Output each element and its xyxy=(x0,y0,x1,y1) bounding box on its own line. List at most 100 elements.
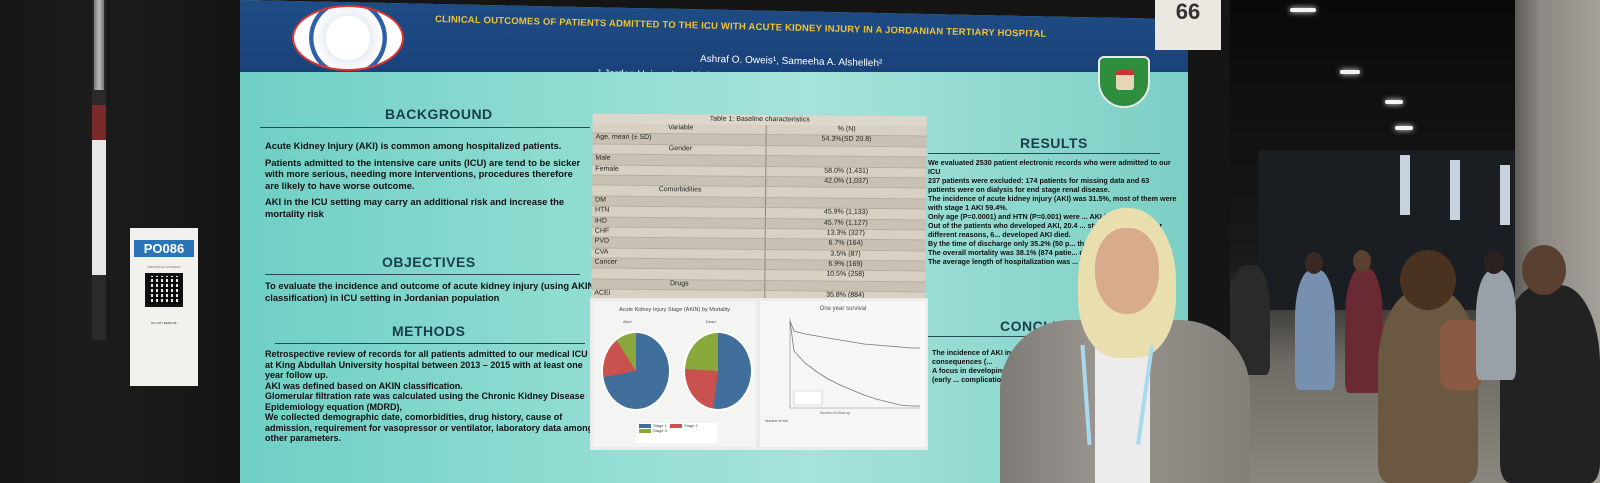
hanging-banner xyxy=(1400,155,1410,215)
table-cell: Male xyxy=(592,154,767,166)
ceiling-light-icon xyxy=(1385,100,1403,104)
divider xyxy=(265,274,580,275)
results-para: 237 patients were excluded: 174 patients… xyxy=(928,176,1150,194)
poster-authors: Ashraf O. Oweis¹, Sameeha A. Alshelleh² xyxy=(699,53,883,70)
objectives-heading: OBJECTIVES xyxy=(382,254,476,270)
backpack-icon xyxy=(1440,320,1482,390)
background-para: AKI in the ICU setting may carry an addi… xyxy=(265,196,565,219)
background-text: Acute Kidney Injury (AKI) is common amon… xyxy=(265,140,585,224)
table-cell: PVD xyxy=(591,237,766,249)
results-para: The average length of hospitalization wa… xyxy=(928,257,1079,266)
table-cell: 3.5% (87) xyxy=(830,250,861,258)
table-cell: HTN xyxy=(591,206,766,218)
pie-dead xyxy=(683,331,753,411)
table-cell: Age, mean (± SD) xyxy=(592,133,767,145)
background-para: Patients admitted to the intensive care … xyxy=(265,156,581,191)
ceiling-light-icon xyxy=(1395,126,1413,130)
survival-chart: One year survival Number at risk Months … xyxy=(760,301,926,447)
attendee-head xyxy=(1522,245,1566,295)
results-para: By the time of discharge only 35.2% (50 … xyxy=(928,239,1151,248)
table-cell: Comorbidities xyxy=(592,185,767,197)
background-para: Acute Kidney Injury (AKI) is common amon… xyxy=(265,140,562,151)
table-cell: 45.9% (1,133) xyxy=(823,208,868,217)
hanging-banner xyxy=(1500,165,1510,225)
table-body: Variable % (N) Age, mean (± SD) 54.3%(SD 2… xyxy=(590,123,927,324)
attendee-head xyxy=(1484,250,1504,274)
conclusion-para: The incidence of AKI in cri... serious c… xyxy=(932,348,1056,366)
risk-table-label: Number at risk xyxy=(765,419,788,423)
methods-text: Retrospective review of records for all … xyxy=(265,349,595,444)
table-cell: CVA xyxy=(591,248,766,260)
pie-panel-label: Dead xyxy=(706,319,716,324)
poster-figures: Acute Kidney Injury Stage (AKIN) by Mort… xyxy=(590,298,928,450)
table-cell xyxy=(591,269,766,280)
table-cell: IHD xyxy=(591,217,766,228)
results-para: The overall mortality was 38.1% (874 pat… xyxy=(928,248,1174,257)
table-cell: Female xyxy=(592,165,767,177)
table-cell xyxy=(766,146,926,157)
objectives-text: To evaluate the incidence and outcome of… xyxy=(265,280,595,308)
pole-label-red xyxy=(92,105,106,140)
ceiling-light-icon xyxy=(1290,8,1316,12)
poster-affiliations: ¹ Jordan University of Science and Techn… xyxy=(597,68,903,87)
table-cell: 58.0% (1,431) xyxy=(824,167,869,175)
results-heading: RESULTS xyxy=(1020,135,1088,151)
booth-wall-left xyxy=(0,0,240,483)
survival-xlabel: Months of follow up xyxy=(820,411,851,415)
pie-panel-label: Alive xyxy=(623,319,632,324)
methods-para: AKI was defined based on AKIN classifica… xyxy=(265,380,463,391)
attendee xyxy=(1476,270,1516,380)
table-cell xyxy=(765,281,925,292)
attendee xyxy=(1345,268,1383,393)
methods-heading: METHODS xyxy=(392,323,466,339)
table-cell: 54.3%(SD 20.8) xyxy=(821,135,872,144)
table-cell: 13.3% (327) xyxy=(826,229,865,237)
attendee xyxy=(1295,270,1335,390)
poster-tag-label: ADDITIONAL CONTENT xyxy=(147,265,181,269)
results-para: We evaluated 2530 patient electronic rec… xyxy=(928,158,1171,176)
table-cell: Drugs xyxy=(591,279,766,291)
objectives-para: To evaluate the incidence and outcome of… xyxy=(265,280,595,303)
table-cell xyxy=(766,198,926,209)
pole-metal xyxy=(94,0,104,90)
results-para: Out of the patients who developed AKI, 2… xyxy=(928,221,1163,239)
divider xyxy=(928,336,1108,337)
table-cell xyxy=(766,156,926,167)
survival-chart-title: One year survival xyxy=(819,306,867,312)
legend-item: Stage 2 xyxy=(683,423,698,428)
results-text: We evaluated 2530 patient electronic rec… xyxy=(928,158,1178,266)
attendee-head xyxy=(1400,250,1456,310)
survival-curves xyxy=(789,318,920,409)
poster-id-card: PO086 ADDITIONAL CONTENT DO NOT REMOVE xyxy=(130,228,198,386)
presenter-face xyxy=(1095,228,1159,314)
table-header: Variable xyxy=(592,123,767,135)
table-cell xyxy=(592,175,767,187)
table-cell: 6.9% (169) xyxy=(828,260,863,268)
research-poster: CLINICAL OUTCOMES OF PATIENTS ADMITTED T… xyxy=(240,0,1188,483)
ceiling-light-icon xyxy=(1340,70,1360,74)
table-cell: DM xyxy=(591,196,767,208)
methods-para: We collected demographic date, comorbidi… xyxy=(265,412,594,443)
table-cell: CHF xyxy=(591,227,766,239)
poster-title: CLINICAL OUTCOMES OF PATIENTS ADMITTED T… xyxy=(434,14,1047,40)
divider xyxy=(275,343,585,344)
poster-tag-note: DO NOT REMOVE xyxy=(151,321,177,325)
methods-para: Glomerular filtration rate was calculate… xyxy=(265,391,585,412)
attendee-head xyxy=(1353,250,1371,272)
university-of-jordan-crest-icon xyxy=(1098,56,1150,108)
divider xyxy=(928,153,1160,154)
results-para: Only age (P=0.0001) and HTN (P=0.001) we… xyxy=(928,212,1151,221)
methods-para: Retrospective review of records for all … xyxy=(265,349,588,380)
results-para: The incidence of acute kidney injury (AK… xyxy=(928,194,1177,212)
table-cell: 10.5% (258) xyxy=(826,271,865,279)
legend-item: Stage 3 xyxy=(653,428,667,433)
hanging-banner xyxy=(1450,160,1460,220)
table-cell: 42.0% (1,037) xyxy=(824,177,869,185)
pie-chart-title: Acute Kidney Injury Stage (AKIN) by Mort… xyxy=(619,307,730,313)
table-cell: 6.7% (164) xyxy=(828,239,863,248)
background-heading: BACKGROUND xyxy=(385,106,493,122)
aki-stage-pie-chart: Acute Kidney Injury Stage (AKIN) by Mort… xyxy=(593,301,756,447)
table-cell: 45.7% (1,127) xyxy=(823,219,868,227)
attendee-head xyxy=(1305,252,1323,274)
